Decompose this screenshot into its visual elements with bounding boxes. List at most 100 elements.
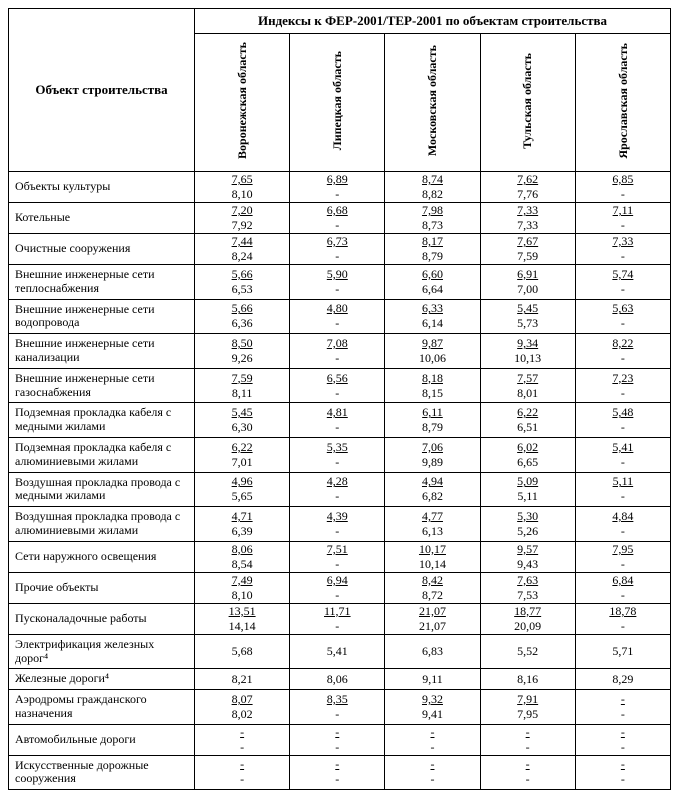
value-top: 7,57	[481, 371, 575, 386]
value-cell: 7,11-	[575, 202, 670, 233]
value-bottom: 7,92	[195, 218, 289, 233]
value-bottom: -	[576, 557, 670, 572]
value-top: -	[481, 757, 575, 772]
value-top: 7,63	[481, 573, 575, 588]
value-bottom: 7,01	[195, 455, 289, 470]
row-label: Объекты культуры	[9, 171, 195, 202]
value-top: 7,08	[290, 336, 384, 351]
value-single: 9,11	[422, 672, 443, 686]
value-cell: 8,22-	[575, 334, 670, 369]
value-bottom: 8,15	[385, 386, 479, 401]
value-bottom: -	[576, 740, 670, 755]
value-bottom: -	[290, 619, 384, 634]
value-bottom: 7,00	[481, 282, 575, 297]
value-bottom: -	[290, 557, 384, 572]
table-row: Внешние инженерные сети канализации8,509…	[9, 334, 671, 369]
table-row: Очистные сооружения7,448,246,73-8,178,79…	[9, 233, 671, 264]
value-cell: 7,51-	[290, 541, 385, 572]
value-bottom: 6,36	[195, 316, 289, 331]
table-row: Воздушная прокладка провода с медными жи…	[9, 472, 671, 507]
value-bottom: 6,65	[481, 455, 575, 470]
value-top: 7,65	[195, 172, 289, 187]
value-single: 5,52	[517, 644, 538, 658]
value-cell: 4,84-	[575, 507, 670, 542]
value-bottom: -	[290, 740, 384, 755]
table-row: Сети наружного освещения8,068,547,51-10,…	[9, 541, 671, 572]
value-cell: 11,71-	[290, 603, 385, 634]
value-cell: 8,21	[195, 669, 290, 690]
value-top: 6,02	[481, 440, 575, 455]
value-cell: 5,63-	[575, 299, 670, 334]
value-cell: 7,637,53	[480, 572, 575, 603]
value-bottom: -	[576, 455, 670, 470]
value-top: 5,48	[576, 405, 670, 420]
value-bottom: -	[290, 249, 384, 264]
value-top: 7,62	[481, 172, 575, 187]
value-bottom: -	[576, 187, 670, 202]
value-cell: 6,85-	[575, 171, 670, 202]
value-cell: 5,48-	[575, 403, 670, 438]
value-top: 4,94	[385, 474, 479, 489]
table-row: Прочие объекты7,498,106,94-8,428,727,637…	[9, 572, 671, 603]
value-bottom: 9,26	[195, 351, 289, 366]
value-top: 5,63	[576, 301, 670, 316]
value-bottom: -	[576, 524, 670, 539]
value-cell: 6,84-	[575, 572, 670, 603]
value-cell: --	[195, 755, 290, 790]
value-top: 7,49	[195, 573, 289, 588]
value-cell: 5,52	[480, 634, 575, 669]
value-top: 8,17	[385, 234, 479, 249]
value-bottom: 10,06	[385, 351, 479, 366]
table-row: Аэродромы гражданского назначения8,078,0…	[9, 690, 671, 725]
value-bottom: -	[290, 455, 384, 470]
value-cell: 8,35-	[290, 690, 385, 725]
value-single: 8,21	[232, 672, 253, 686]
value-cell: 6,227,01	[195, 437, 290, 472]
value-bottom: -	[576, 588, 670, 603]
value-top: -	[576, 725, 670, 740]
value-top: 6,56	[290, 371, 384, 386]
value-bottom: 9,41	[385, 707, 479, 722]
value-bottom: 6,30	[195, 420, 289, 435]
value-top: 5,30	[481, 509, 575, 524]
value-top: 6,22	[481, 405, 575, 420]
value-bottom: -	[576, 316, 670, 331]
value-bottom: 6,14	[385, 316, 479, 331]
value-bottom: 20,09	[481, 619, 575, 634]
value-top: 5,45	[481, 301, 575, 316]
value-bottom: 10,13	[481, 351, 575, 366]
region-header: Липецкая область	[290, 34, 385, 172]
value-bottom: -	[290, 316, 384, 331]
value-cell: 6,94-	[290, 572, 385, 603]
value-top: 7,33	[576, 234, 670, 249]
value-bottom: -	[576, 772, 670, 787]
value-bottom: -	[576, 386, 670, 401]
value-cell: 8,748,82	[385, 171, 480, 202]
value-bottom: 14,14	[195, 619, 289, 634]
value-cell: --	[480, 724, 575, 755]
value-bottom: -	[290, 489, 384, 504]
value-top: 6,94	[290, 573, 384, 588]
table-row: Котельные7,207,926,68-7,988,737,337,337,…	[9, 202, 671, 233]
table-row: Внешние инженерные сети теплоснабжения5,…	[9, 264, 671, 299]
value-top: 4,96	[195, 474, 289, 489]
value-cell: 18,7720,09	[480, 603, 575, 634]
value-cell: 6,606,64	[385, 264, 480, 299]
value-top: -	[576, 757, 670, 772]
row-label: Подземная прокладка кабеля с алюминиевым…	[9, 437, 195, 472]
value-top: 6,84	[576, 573, 670, 588]
value-top: 5,09	[481, 474, 575, 489]
value-bottom: -	[290, 386, 384, 401]
row-label: Железные дороги⁴	[9, 669, 195, 690]
table-row: Автомобильные дороги----------	[9, 724, 671, 755]
value-cell: 4,80-	[290, 299, 385, 334]
value-top: 4,39	[290, 509, 384, 524]
value-bottom: 8,72	[385, 588, 479, 603]
value-single: 5,41	[327, 644, 348, 658]
value-top: 5,11	[576, 474, 670, 489]
value-top: 7,33	[481, 203, 575, 218]
table-row: Железные дороги⁴8,218,069,118,168,29	[9, 669, 671, 690]
value-top: 5,66	[195, 301, 289, 316]
value-cell: 5,305,26	[480, 507, 575, 542]
value-cell: 7,598,11	[195, 368, 290, 403]
